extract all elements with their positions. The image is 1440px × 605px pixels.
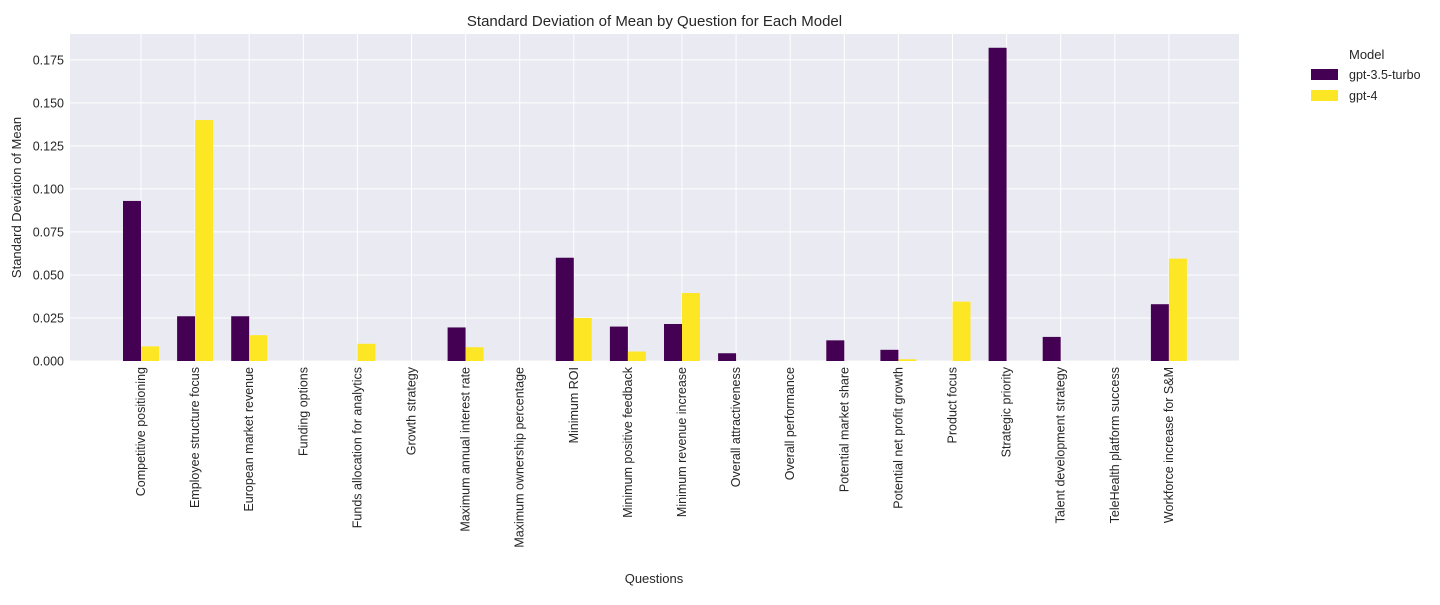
y-tick-label: 0.050 bbox=[33, 268, 64, 282]
legend-label-gpt-3.5-turbo: gpt-3.5-turbo bbox=[1349, 68, 1421, 82]
x-tick-label: Employee structure focus bbox=[188, 367, 202, 508]
x-tick-label: Strategic priority bbox=[1000, 366, 1014, 457]
x-tick-label: Potential net profit growth bbox=[891, 367, 905, 509]
bar-gpt-4-19 bbox=[1168, 258, 1187, 361]
y-tick-label: 0.175 bbox=[33, 53, 64, 67]
bar-gpt-3.5-turbo-17 bbox=[1042, 336, 1061, 361]
y-tick-labels: 0.000 0.025 0.050 0.075 0.100 0.125 0.150 0.175 bbox=[33, 53, 64, 368]
x-tick-label: Overall attractiveness bbox=[729, 367, 743, 487]
bar-gpt-4-1 bbox=[195, 120, 214, 361]
bar-gpt-3.5-turbo-13 bbox=[826, 340, 845, 361]
bar-gpt-3.5-turbo-11 bbox=[718, 353, 737, 361]
bar-layer bbox=[123, 47, 1187, 361]
bar-gpt-3.5-turbo-14 bbox=[880, 349, 899, 361]
bar-gpt-4-8 bbox=[573, 317, 592, 361]
bar-gpt-4-0 bbox=[141, 346, 159, 361]
x-tick-label: Minimum positive feedback bbox=[621, 366, 635, 518]
bar-gpt-3.5-turbo-6 bbox=[447, 327, 466, 361]
legend: Model gpt-3.5-turbo gpt-4 bbox=[1311, 47, 1421, 103]
legend-swatch-gpt-4 bbox=[1311, 90, 1338, 101]
bar-gpt-3.5-turbo-8 bbox=[555, 257, 574, 361]
x-tick-label: Minimum revenue increase bbox=[675, 367, 689, 517]
bar-gpt-3.5-turbo-0 bbox=[123, 200, 141, 361]
bar-gpt-4-9 bbox=[627, 351, 646, 361]
x-tick-label: Funds allocation for analytics bbox=[350, 367, 364, 528]
x-tick-label: European market revenue bbox=[242, 367, 256, 512]
y-tick-label: 0.100 bbox=[33, 182, 64, 196]
bar-gpt-3.5-turbo-2 bbox=[231, 316, 250, 361]
x-tick-label: Funding options bbox=[296, 367, 310, 456]
bar-gpt-3.5-turbo-1 bbox=[177, 316, 196, 361]
y-tick-label: 0.125 bbox=[33, 139, 64, 153]
chart-title: Standard Deviation of Mean by Question f… bbox=[467, 13, 842, 30]
x-tick-label: Minimum ROI bbox=[567, 367, 581, 443]
bar-gpt-4-2 bbox=[249, 335, 268, 361]
y-tick-label: 0.150 bbox=[33, 96, 64, 110]
bar-gpt-4-14 bbox=[898, 359, 917, 361]
bar-gpt-3.5-turbo-16 bbox=[988, 47, 1007, 361]
y-tick-label: 0.025 bbox=[33, 311, 64, 325]
bar-gpt-3.5-turbo-10 bbox=[664, 323, 682, 361]
y-axis-label: Standard Deviation of Mean bbox=[9, 117, 24, 278]
x-tick-label: Potential market share bbox=[837, 367, 851, 492]
x-tick-label: Maximum annual interest rate bbox=[459, 367, 473, 532]
x-tick-label: Product focus bbox=[946, 367, 960, 443]
y-tick-label: 0.000 bbox=[33, 355, 64, 369]
plot-background bbox=[70, 34, 1239, 361]
legend-label-gpt-4: gpt-4 bbox=[1349, 89, 1378, 103]
bar-gpt-4-15 bbox=[952, 301, 971, 361]
x-tick-label: Talent development strategy bbox=[1054, 366, 1068, 523]
bar-gpt-4-6 bbox=[465, 347, 484, 361]
y-tick-label: 0.075 bbox=[33, 225, 64, 239]
x-tick-label: TeleHealth platform success bbox=[1108, 367, 1122, 523]
bar-gpt-4-4 bbox=[357, 343, 376, 361]
x-tick-label: Competitive positioning bbox=[134, 367, 148, 496]
x-tick-label: Maximum ownership percentage bbox=[513, 367, 527, 548]
x-tick-label: Growth strategy bbox=[405, 366, 419, 455]
legend-title: Model bbox=[1349, 47, 1385, 62]
x-tick-labels: Competitive positioning Employee structur… bbox=[134, 366, 1176, 547]
x-tick-label: Overall performance bbox=[783, 367, 797, 480]
x-tick-label: Workforce increase for S&M bbox=[1162, 367, 1176, 523]
x-axis-label: Questions bbox=[625, 571, 684, 586]
bar-gpt-3.5-turbo-9 bbox=[609, 326, 628, 361]
bar-gpt-3.5-turbo-19 bbox=[1150, 304, 1169, 361]
bar-gpt-4-10 bbox=[682, 293, 700, 361]
legend-swatch-gpt-3.5-turbo bbox=[1311, 69, 1338, 80]
